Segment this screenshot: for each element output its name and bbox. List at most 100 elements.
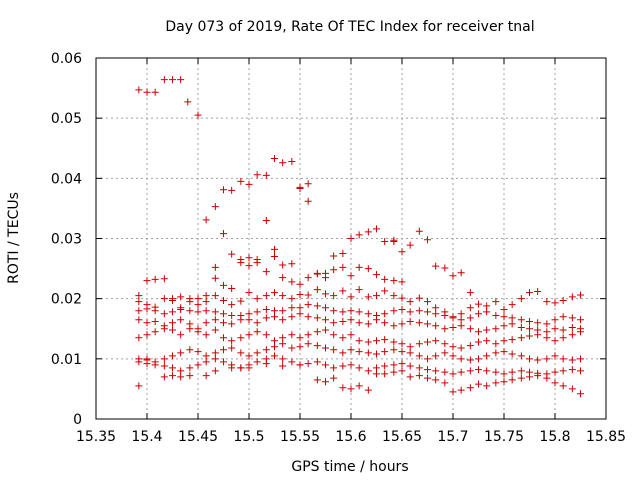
data-point <box>577 328 584 336</box>
y-tick-label: 0.02 <box>51 292 82 308</box>
data-point <box>322 269 329 277</box>
data-point <box>262 346 270 354</box>
data-point <box>296 343 304 351</box>
data-point <box>279 307 287 315</box>
data-point <box>330 252 338 260</box>
data-point <box>568 314 576 322</box>
x-axis-label: GPS time / hours <box>291 459 408 475</box>
data-point <box>143 355 151 363</box>
data-point <box>381 238 389 246</box>
data-point <box>202 292 210 300</box>
data-point <box>228 186 236 194</box>
x-tick-label: 15.4 <box>131 429 162 445</box>
data-point <box>475 380 482 388</box>
data-point <box>186 325 194 333</box>
data-point <box>228 284 236 292</box>
data-point <box>492 368 500 376</box>
data-point <box>186 364 194 372</box>
data-point <box>169 326 176 334</box>
data-point <box>526 325 533 333</box>
data-point <box>364 265 372 273</box>
data-point <box>211 203 219 211</box>
y-tick-label: 0.03 <box>51 232 82 248</box>
x-tick-label: 15.65 <box>382 429 422 445</box>
data-point <box>347 307 355 315</box>
x-tick-label: 15.75 <box>484 429 524 445</box>
data-point <box>543 374 551 382</box>
data-point <box>169 372 176 380</box>
x-tick-label: 15.55 <box>280 429 320 445</box>
data-point <box>271 343 278 351</box>
data-point <box>568 324 576 332</box>
chart-title: Day 073 of 2019, Rate Of TEC Index for r… <box>165 19 534 35</box>
data-point <box>304 197 312 205</box>
data-point <box>135 382 143 390</box>
data-point <box>381 370 389 378</box>
data-point <box>526 373 533 381</box>
data-point <box>304 331 312 339</box>
data-point <box>475 338 482 346</box>
data-point <box>577 367 584 375</box>
data-point <box>339 308 347 316</box>
data-point <box>177 293 185 301</box>
data-point <box>381 310 389 318</box>
x-tick-label: 15.8 <box>539 429 570 445</box>
data-point <box>500 378 508 386</box>
data-point <box>390 322 398 330</box>
data-point <box>406 373 414 381</box>
data-point <box>253 358 261 366</box>
y-tick-label: 0.05 <box>51 111 82 127</box>
data-point <box>492 298 500 306</box>
data-point <box>508 320 516 328</box>
data-point <box>373 370 380 378</box>
data-point <box>559 382 567 390</box>
data-point <box>466 325 474 333</box>
data-point <box>466 342 474 350</box>
data-point <box>304 340 312 348</box>
data-point <box>551 316 559 324</box>
data-point <box>508 368 516 376</box>
data-point <box>432 376 440 384</box>
data-point <box>568 366 576 374</box>
data-point <box>143 277 151 285</box>
data-point <box>500 337 508 345</box>
data-point <box>364 338 372 346</box>
data-point <box>347 293 355 301</box>
data-point <box>330 346 338 354</box>
data-point <box>355 231 363 239</box>
data-point <box>364 320 372 328</box>
data-point <box>296 304 304 312</box>
data-point <box>449 388 457 396</box>
data-point <box>577 390 584 398</box>
data-point <box>211 308 219 316</box>
data-point <box>398 305 406 313</box>
data-point <box>279 355 287 363</box>
data-point <box>449 343 457 351</box>
data-point <box>424 355 431 363</box>
data-point <box>364 367 372 375</box>
data-point <box>364 349 372 357</box>
data-point <box>177 76 185 84</box>
data-point <box>288 313 296 321</box>
data-point <box>271 307 278 315</box>
data-point <box>237 364 245 372</box>
data-point <box>475 310 482 318</box>
data-point <box>508 336 516 344</box>
data-point <box>211 367 219 375</box>
data-point <box>441 325 449 333</box>
data-point <box>355 319 363 327</box>
data-point <box>339 250 347 258</box>
data-point <box>220 310 227 318</box>
data-point <box>424 366 431 374</box>
data-point <box>406 241 414 249</box>
data-point <box>135 307 143 315</box>
data-point <box>262 331 270 339</box>
data-point <box>457 386 465 394</box>
data-point <box>143 319 151 327</box>
data-point <box>177 367 185 375</box>
data-point <box>202 331 210 339</box>
data-point <box>237 297 245 305</box>
data-point <box>406 308 414 316</box>
data-point <box>143 305 151 313</box>
data-point <box>534 331 542 339</box>
